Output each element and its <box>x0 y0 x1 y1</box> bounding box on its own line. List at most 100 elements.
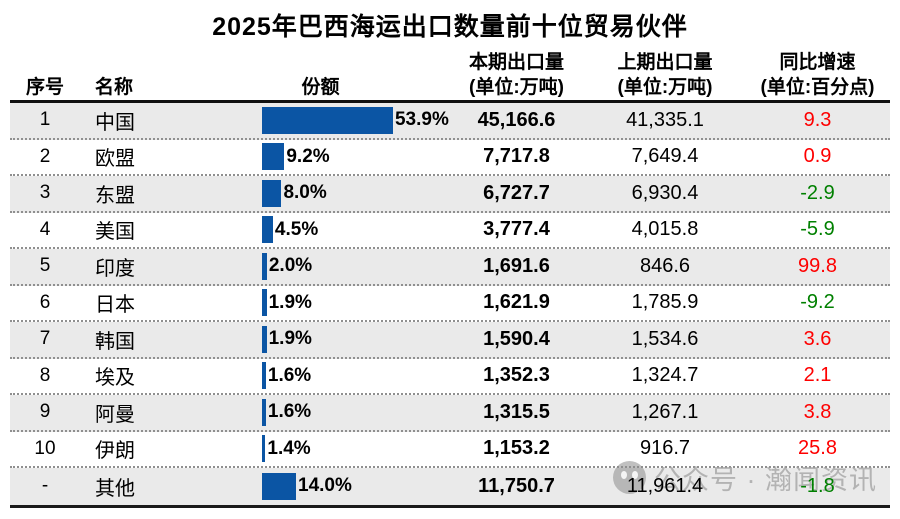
share-label: 2.0% <box>268 255 313 277</box>
share-bar <box>262 398 266 426</box>
previous-export-value: 1,324.7 <box>631 364 699 387</box>
current-export-value: 1,621.9 <box>483 291 550 314</box>
name-cell: 中国 <box>95 111 135 134</box>
yoy-growth-value: -5.9 <box>800 218 835 241</box>
yoy-growth-value: -9.2 <box>800 291 835 314</box>
wechat-official-account-icon <box>613 461 646 494</box>
share-cell: 4.5% <box>258 216 448 244</box>
header-share-label: 份额 <box>301 77 340 98</box>
current-export-value: 7,717.8 <box>483 145 550 168</box>
table-row: 10 伊朗 1.4% 1,153.2 916.7 25.8 <box>10 432 890 468</box>
previous-export-value: 11,961.4 <box>626 474 704 497</box>
header-current-export: 本期出口量 (单位:万吨) <box>448 50 585 100</box>
share-cell: 1.4% <box>258 435 448 463</box>
table-row: 7 韩国 1.9% 1,590.4 1,534.6 3.6 <box>10 322 890 359</box>
yoy-growth-value: 2.1 <box>803 364 832 387</box>
table-row: 3 东盟 8.0% 6,727.7 6,930.4 -2.9 <box>10 176 890 213</box>
rank-cell: 9 <box>39 401 51 423</box>
current-export-value: 3,777.4 <box>483 218 550 241</box>
yoy-growth-value: -1.8 <box>800 474 835 497</box>
header-name: 名称 <box>95 77 134 98</box>
trade-partners-table: 序号 名称 份额 本期出口量 (单位:万吨) 上期出口量 (单位:万吨) 同比增… <box>10 45 890 508</box>
header-previous-line2: (单位:万吨) <box>617 77 713 98</box>
header-rank: 序号 <box>25 77 64 98</box>
previous-export-value: 846.6 <box>639 254 691 277</box>
current-export-value: 11,750.7 <box>478 474 555 497</box>
yoy-growth-value: 0.9 <box>803 145 832 168</box>
table-row: 8 埃及 1.6% 1,352.3 1,324.7 2.1 <box>10 359 890 395</box>
header-previous-export: 上期出口量 (单位:万吨) <box>585 50 745 100</box>
name-cell: 美国 <box>95 221 135 244</box>
share-bar <box>262 435 266 463</box>
watermark-text: 公众号 · 瀚闻资讯 <box>654 465 877 495</box>
rank-cell: 1 <box>39 109 51 131</box>
share-bar <box>262 106 393 134</box>
share-bar <box>262 289 267 317</box>
share-label: 1.6% <box>267 401 312 423</box>
rank-cell: 2 <box>39 145 51 167</box>
header-yoy-growth: 同比增速 (单位:百分点) <box>745 50 890 100</box>
share-label: 53.9% <box>394 109 449 131</box>
header-yoy-line2: (单位:百分点) <box>760 77 875 98</box>
yoy-growth-value: 3.8 <box>803 400 832 423</box>
table-row: 9 阿曼 1.6% 1,315.5 1,267.1 3.8 <box>10 395 890 432</box>
share-bar <box>262 179 282 207</box>
table-body: 1 中国 53.9% 45,166.6 41,335.1 9.3 2 欧盟 9.… <box>10 103 890 508</box>
watermark: 公众号 · 瀚闻资讯 <box>613 458 877 497</box>
header-previous-line1: 上期出口量 <box>617 52 713 73</box>
yoy-growth-value: 25.8 <box>798 437 837 460</box>
rank-cell: 5 <box>39 255 51 277</box>
name-cell: 东盟 <box>95 184 135 207</box>
share-bar <box>262 252 267 280</box>
table-row: 6 日本 1.9% 1,621.9 1,785.9 -9.2 <box>10 286 890 322</box>
previous-export-value: 6,930.4 <box>631 181 699 204</box>
name-cell: 其他 <box>95 477 135 500</box>
page-title: 2025年巴西海运出口数量前十位贸易伙伴 <box>212 13 688 41</box>
share-bar <box>262 216 273 244</box>
current-export-value: 1,153.2 <box>483 437 550 460</box>
current-export-value: 1,691.6 <box>483 254 550 277</box>
share-label: 14.0% <box>298 475 352 497</box>
share-cell: 1.9% <box>258 289 448 317</box>
current-export-value: 6,727.7 <box>483 181 550 204</box>
share-label: 1.9% <box>268 291 312 313</box>
rank-cell: 3 <box>39 182 51 204</box>
name-cell: 埃及 <box>95 367 135 390</box>
share-cell: 1.9% <box>258 325 448 353</box>
name-cell: 伊朗 <box>95 440 135 463</box>
table-row: 1 中国 53.9% 45,166.6 41,335.1 9.3 <box>10 103 890 140</box>
rank-cell: 6 <box>39 291 51 313</box>
name-cell: 日本 <box>95 294 135 317</box>
share-label: 1.9% <box>268 328 312 350</box>
current-export-value: 1,315.5 <box>483 400 550 423</box>
current-export-value: 45,166.6 <box>477 108 556 131</box>
share-bar <box>262 325 267 353</box>
share-bar <box>262 472 297 500</box>
share-cell: 14.0% <box>258 472 448 500</box>
previous-export-value: 1,785.9 <box>631 291 699 314</box>
header-current-line1: 本期出口量 <box>468 52 564 73</box>
header-yoy-line1: 同比增速 <box>779 52 856 73</box>
current-export-value: 1,590.4 <box>483 327 550 350</box>
share-cell: 53.9% <box>258 106 449 134</box>
name-cell: 欧盟 <box>95 148 135 171</box>
share-bar <box>262 143 285 171</box>
table-row: 5 印度 2.0% 1,691.6 846.6 99.8 <box>10 249 890 286</box>
table-header-row: 序号 名称 份额 本期出口量 (单位:万吨) 上期出口量 (单位:万吨) 同比增… <box>10 45 890 103</box>
header-current-line2: (单位:万吨) <box>469 77 564 98</box>
previous-export-value: 1,267.1 <box>631 400 699 423</box>
current-export-value: 1,352.3 <box>483 364 550 387</box>
share-label: 1.4% <box>267 437 311 459</box>
previous-export-value: 41,335.1 <box>626 108 704 131</box>
yoy-growth-value: 99.8 <box>798 254 837 277</box>
share-label: 8.0% <box>283 182 327 204</box>
share-label: 1.6% <box>267 364 312 386</box>
share-cell: 2.0% <box>258 252 448 280</box>
share-bar <box>262 362 266 390</box>
share-cell: 1.6% <box>258 398 448 426</box>
table-row: - 其他 14.0% 11,750.7 11,961.4 -1.8 <box>10 468 890 505</box>
previous-export-value: 4,015.8 <box>631 218 699 241</box>
previous-export-value: 7,649.4 <box>631 145 699 168</box>
share-label: 9.2% <box>286 145 330 167</box>
